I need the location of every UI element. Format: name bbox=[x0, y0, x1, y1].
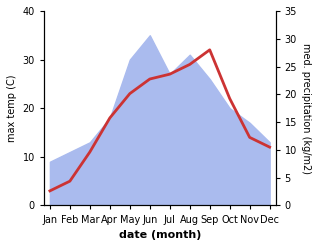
Y-axis label: med. precipitation (kg/m2): med. precipitation (kg/m2) bbox=[301, 43, 311, 174]
X-axis label: date (month): date (month) bbox=[119, 230, 201, 240]
Y-axis label: max temp (C): max temp (C) bbox=[7, 74, 17, 142]
